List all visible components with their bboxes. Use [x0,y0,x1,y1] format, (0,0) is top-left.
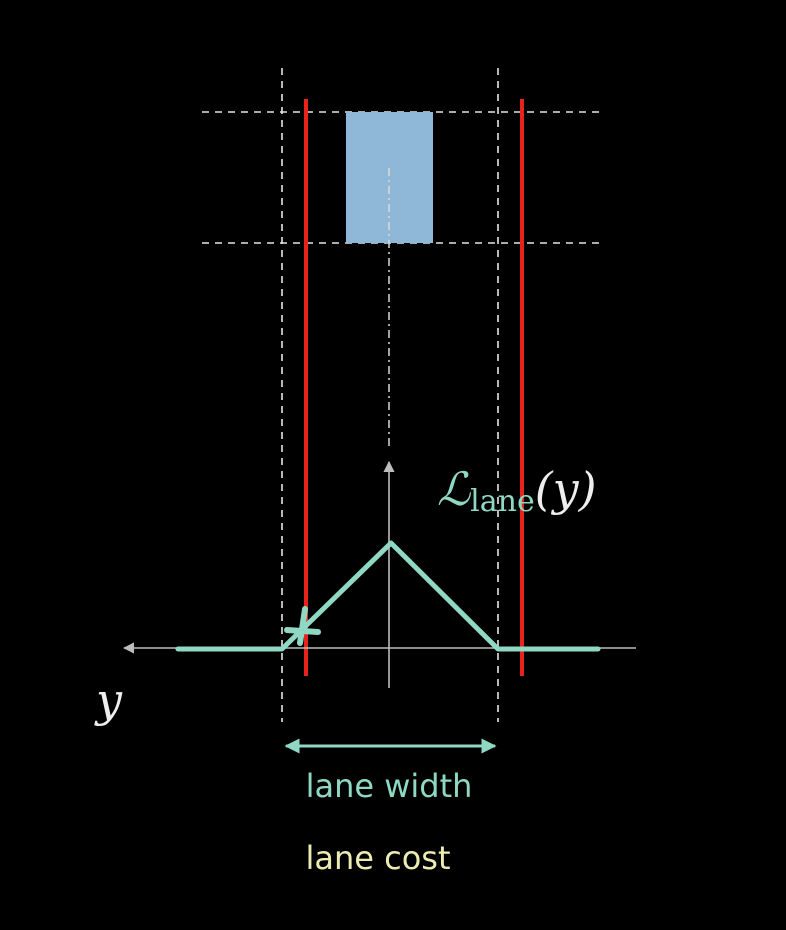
cost-function-label: ℒlane(y) [437,462,597,519]
cost-argument: (y) [535,462,597,516]
lane-width-label: lane width [306,767,473,805]
vehicle-block [346,112,433,243]
cost-symbol: ℒ [437,462,471,516]
caption-lane-cost: lane cost [305,839,450,877]
cost-subscript: lane [470,484,535,519]
y-axis-label: y [94,673,123,727]
cross-marker [284,606,321,646]
lane-cost-curve [175,540,601,652]
